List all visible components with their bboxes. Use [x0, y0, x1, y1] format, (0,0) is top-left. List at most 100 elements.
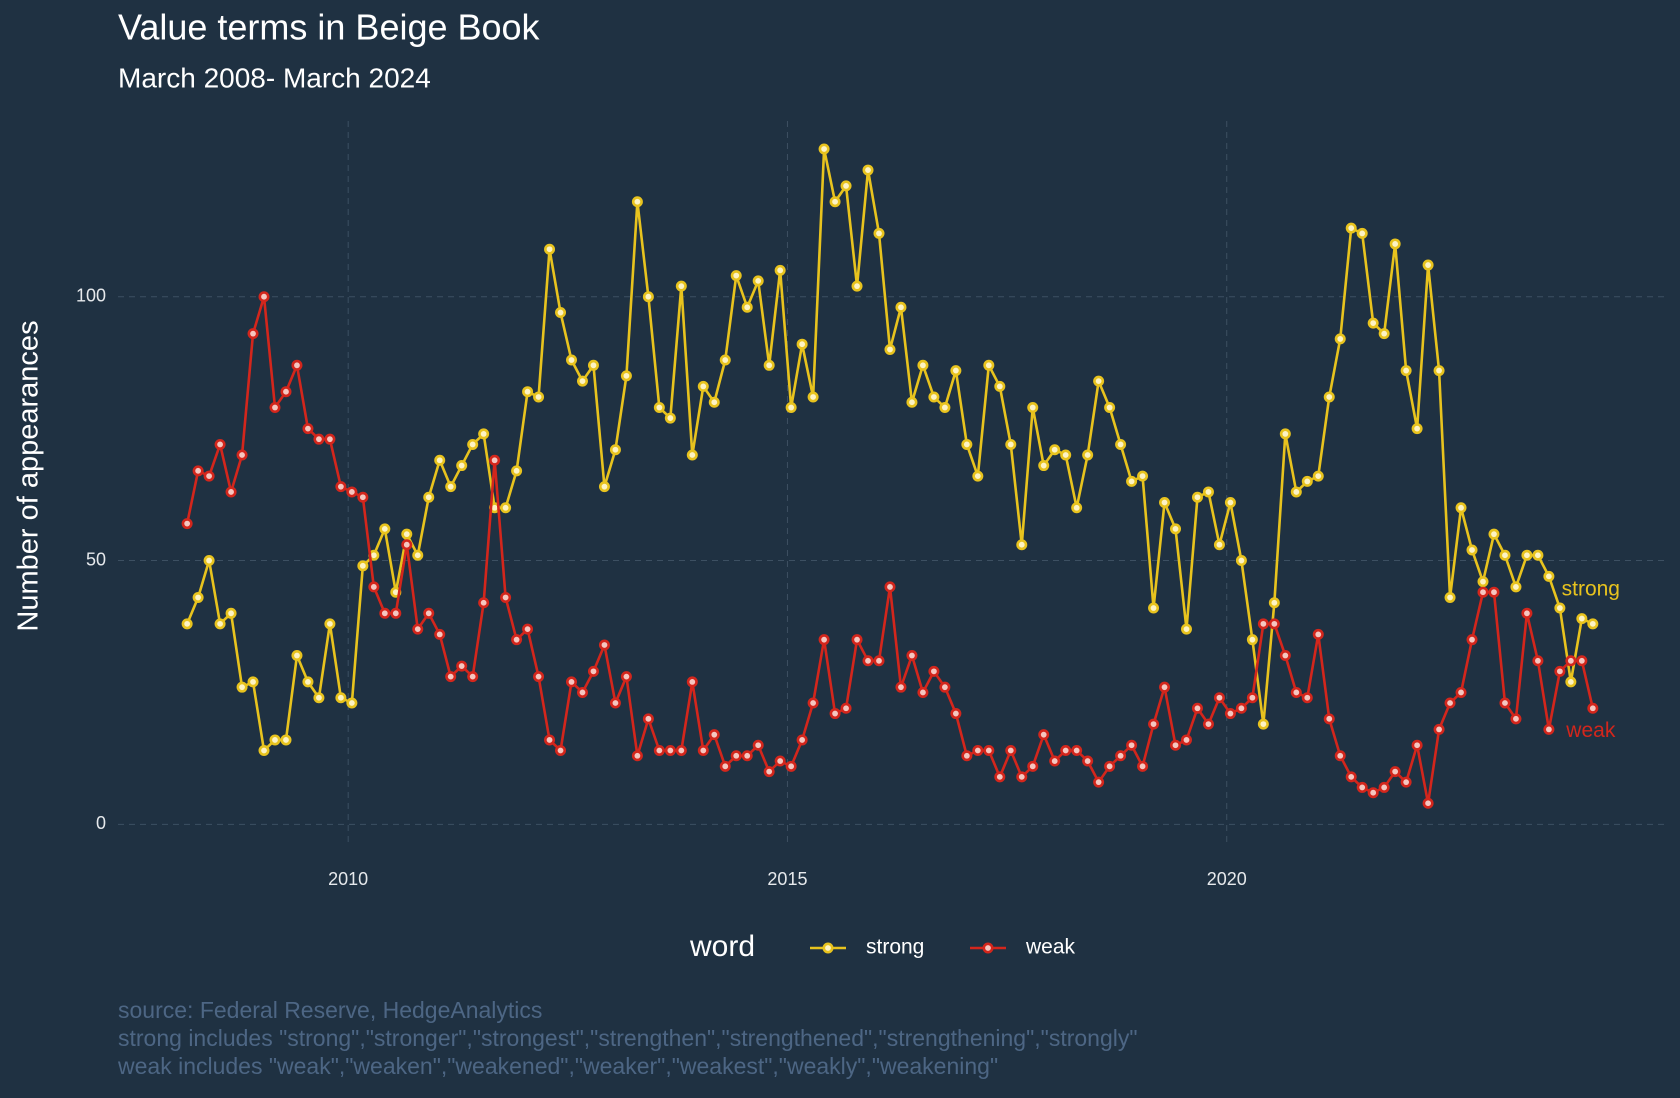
- data-point: [533, 391, 545, 403]
- data-point: [675, 280, 687, 292]
- data-point: [456, 460, 468, 472]
- data-point: [1005, 744, 1017, 756]
- data-point: [379, 523, 391, 535]
- data-point: [225, 486, 237, 498]
- data-point: [950, 708, 962, 720]
- data-point: [1049, 755, 1061, 767]
- caption: source: Federal Reserve, HedgeAnalytics: [118, 997, 542, 1023]
- data-point: [1213, 539, 1225, 551]
- x-tick-label: 2020: [1207, 869, 1247, 889]
- data-point: [862, 655, 874, 667]
- data-point: [1060, 449, 1072, 461]
- data-point: [708, 729, 720, 741]
- data-point: [1554, 602, 1566, 614]
- data-point: [1115, 750, 1127, 762]
- data-point: [598, 481, 610, 493]
- data-point: [708, 396, 720, 408]
- data-point: [884, 343, 896, 355]
- data-point: [1290, 686, 1302, 698]
- data-point: [401, 539, 413, 551]
- data-point: [280, 734, 292, 746]
- data-point: [1170, 739, 1182, 751]
- y-tick-label: 100: [76, 285, 106, 305]
- data-point: [346, 697, 358, 709]
- data-point: [884, 581, 896, 593]
- data-point: [225, 607, 237, 619]
- data-point: [214, 618, 226, 630]
- data-point: [1587, 702, 1599, 714]
- data-point: [796, 734, 808, 746]
- data-point: [1455, 502, 1467, 514]
- data-point: [1488, 528, 1500, 540]
- data-point: [379, 607, 391, 619]
- data-point: [1433, 723, 1445, 735]
- data-point: [467, 671, 479, 683]
- data-point: [478, 428, 490, 440]
- data-point: [818, 143, 830, 155]
- data-point: [544, 734, 556, 746]
- data-point: [763, 766, 775, 778]
- data-point: [1246, 692, 1258, 704]
- data-point: [467, 438, 479, 450]
- data-point: [247, 676, 259, 688]
- plot-area: 0 50 100 2010 2015 2020 strong weak: [76, 121, 1666, 889]
- data-point: [972, 470, 984, 482]
- data-point: [1279, 428, 1291, 440]
- data-point: [1521, 607, 1533, 619]
- data-point: [697, 380, 709, 392]
- data-point: [730, 750, 742, 762]
- data-point: [587, 665, 599, 677]
- data-point: [697, 744, 709, 756]
- data-point: [280, 386, 292, 398]
- data-point: [302, 423, 314, 435]
- data-point: [1565, 655, 1577, 667]
- data-point: [269, 402, 281, 414]
- data-point: [807, 391, 819, 403]
- data-point: [423, 491, 435, 503]
- data-point: [752, 739, 764, 751]
- data-point: [664, 412, 676, 424]
- data-point: [412, 623, 424, 635]
- data-point: [609, 444, 621, 456]
- data-point: [1268, 597, 1280, 609]
- data-point: [1246, 634, 1258, 646]
- data-point: [1477, 586, 1489, 598]
- data-point: [456, 660, 468, 672]
- data-point: [1093, 375, 1105, 387]
- data-point: [1159, 496, 1171, 508]
- series-end-label: weak: [1565, 719, 1616, 742]
- data-point: [796, 338, 808, 350]
- data-point: [1466, 634, 1478, 646]
- data-point: [1565, 676, 1577, 688]
- y-tick-label: 0: [96, 813, 106, 833]
- data-point: [1411, 739, 1423, 751]
- data-point: [961, 438, 973, 450]
- data-point: [522, 386, 534, 398]
- data-point: [192, 465, 204, 477]
- data-point: [1224, 496, 1236, 508]
- data-point: [478, 597, 490, 609]
- data-point: [1444, 591, 1456, 603]
- data-point: [1411, 423, 1423, 435]
- data-point: [1477, 576, 1489, 588]
- data-point: [500, 502, 512, 514]
- data-point: [533, 671, 545, 683]
- data-point: [1290, 486, 1302, 498]
- x-tick-label: 2015: [767, 869, 807, 889]
- data-point: [950, 365, 962, 377]
- data-point: [1532, 549, 1544, 561]
- data-point: [774, 755, 786, 767]
- data-point: [181, 618, 193, 630]
- chart-subtitle: March 2008- March 2024: [118, 62, 431, 93]
- data-point: [642, 713, 654, 725]
- data-point: [1148, 602, 1160, 614]
- data-point: [1104, 402, 1116, 414]
- data-point: [994, 771, 1006, 783]
- data-point: [664, 744, 676, 756]
- data-point: [1334, 333, 1346, 345]
- data-point: [1312, 628, 1324, 640]
- data-point: [313, 692, 325, 704]
- data-point: [1587, 618, 1599, 630]
- data-point: [1389, 238, 1401, 250]
- data-point: [774, 264, 786, 276]
